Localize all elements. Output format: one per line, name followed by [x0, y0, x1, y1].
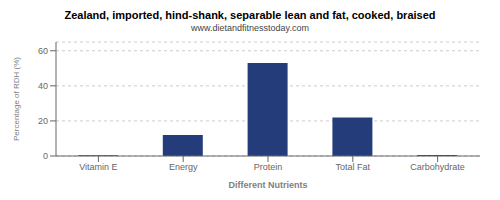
svg-text:40: 40: [38, 81, 48, 91]
html-text:www.dietandfitnesstoday.com: www.dietandfitnesstoday.com: [191, 23, 309, 33]
svg-text:20: 20: [38, 116, 48, 126]
svg-text:Energy: Energy: [169, 162, 198, 172]
svg-text:Vitamin E: Vitamin E: [79, 162, 117, 172]
svg-text:Different Nutrients: Different Nutrients: [228, 180, 307, 190]
svg-text:Protein: Protein: [254, 162, 283, 172]
svg-text:0: 0: [43, 151, 48, 161]
svg-text:60: 60: [38, 46, 48, 56]
svg-text:Percentage of RDH (%): Percentage of RDH (%): [12, 57, 21, 141]
svg-text:Carbohydrate: Carbohydrate: [410, 162, 465, 172]
html-text:Zealand, imported, hind-shank,: Zealand, imported, hind-shank, separable…: [64, 9, 436, 21]
svg-text:Total Fat: Total Fat: [336, 162, 371, 172]
